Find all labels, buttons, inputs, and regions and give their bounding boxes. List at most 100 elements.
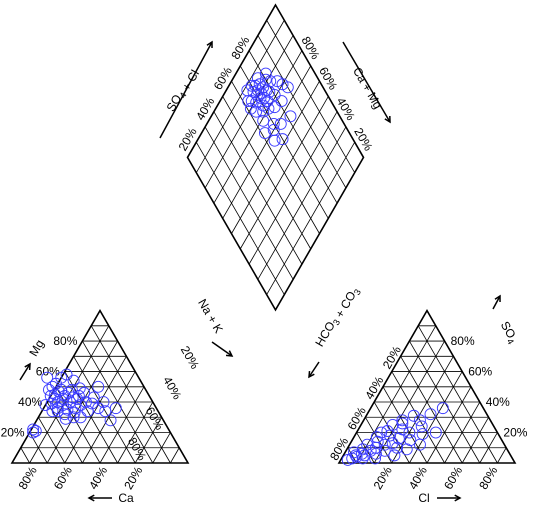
anion-point	[355, 447, 368, 460]
cation-point	[74, 411, 87, 424]
cation-point	[67, 411, 80, 424]
anion-left-axis-label: HCO3 + CO3	[312, 283, 363, 352]
anion-point	[361, 438, 374, 451]
diamond-frame	[186, 3, 365, 312]
cation-nak-tick-label: 60%	[143, 405, 167, 433]
anion-so4-tick-label: 20%	[503, 426, 527, 440]
anion-point	[378, 438, 391, 451]
cation-ca-tick-label: 80%	[16, 464, 40, 492]
axis-arrows	[19, 40, 501, 502]
cation-triangle-grid-line	[82, 340, 154, 464]
cation-mg-tick-label: 60%	[36, 365, 60, 379]
anion-point	[356, 443, 369, 456]
cation-ca-tick-label: 40%	[86, 464, 110, 492]
cation-point	[73, 382, 86, 395]
anion-cl-tick-label: 40%	[406, 464, 430, 492]
anion-point	[424, 408, 437, 421]
anion-point	[370, 431, 383, 444]
anion-point	[396, 417, 409, 430]
diamond-upper-left-tick-label: 80%	[228, 34, 252, 62]
cation-ca-tick-label: 60%	[51, 464, 75, 492]
anion-triangle-frame	[337, 308, 517, 464]
cation-right-axis-label: Na + K	[195, 296, 226, 335]
ca-arrow-head	[87, 494, 95, 502]
anion-point	[403, 426, 416, 439]
anion-point	[369, 452, 382, 465]
diamond-point	[250, 105, 263, 118]
anion-point	[370, 447, 382, 460]
anion-point	[414, 438, 426, 451]
cation-nak-tick-label: 20%	[178, 344, 202, 372]
anion-point	[400, 443, 413, 456]
anion-point	[429, 426, 442, 439]
cation-point	[44, 389, 57, 402]
cation-ca-tick-label: 20%	[121, 464, 145, 492]
cation-point	[27, 423, 40, 436]
cation-triangle-grid-line	[90, 325, 171, 464]
diamond-point	[268, 101, 281, 114]
anion-cl-tick-label: 20%	[371, 464, 395, 492]
diamond-point	[258, 127, 271, 139]
anion-point	[396, 423, 409, 436]
so4cl-arrow	[159, 41, 213, 139]
cation-point	[51, 405, 64, 418]
cation-triangle-grid-line	[46, 401, 83, 464]
hco3-arrow-head	[308, 370, 315, 379]
diamond-point	[284, 110, 297, 123]
cation-triangle-grid-line	[134, 417, 162, 464]
diamond-upper-right-tick-label: 60%	[316, 64, 340, 92]
cation-point	[104, 414, 117, 427]
cation-point	[29, 425, 42, 437]
cation-point	[27, 426, 40, 439]
diamond-upper-right-tick-label: 40%	[334, 95, 358, 123]
cation-triangle-grid-line	[38, 417, 66, 464]
anion-point	[388, 449, 401, 462]
diamond-point	[245, 79, 258, 92]
cation-point	[58, 408, 71, 421]
cation-triangle-grid-line	[73, 356, 136, 464]
diamond-upper-left-tick-label: 40%	[193, 95, 217, 123]
hco3-arrow	[308, 361, 320, 378]
cation-point	[41, 371, 54, 384]
diamond-point	[281, 81, 294, 94]
cation-triangle-grid	[10, 308, 190, 464]
so4-arrow	[492, 295, 501, 310]
diamond-upper-right-tick-label: 20%	[351, 125, 375, 153]
anion-so4-tick-label: 60%	[468, 365, 492, 379]
cation-left-axis-label: Mg	[26, 337, 46, 358]
anion-cl-tick-label: 60%	[441, 464, 465, 492]
cation-point	[71, 393, 84, 405]
cation-triangle-grid-line	[64, 356, 127, 464]
anion-triangle-grid-line	[400, 356, 463, 464]
anion-triangle-grid-line	[426, 386, 472, 464]
cation-point	[109, 402, 122, 415]
anion-point	[386, 437, 399, 450]
diamond-grid-line	[204, 126, 294, 280]
cation-mg-tick-label: 80%	[53, 334, 77, 348]
so4-arrow-head	[494, 294, 501, 303]
diamond-grid-line	[222, 96, 312, 250]
cation-point	[59, 412, 72, 425]
anion-triangle-grid-line	[373, 401, 410, 464]
diamond-point	[275, 95, 288, 107]
anion-left-axis-label-text: HCO3 + CO3	[312, 283, 363, 352]
cation-point	[87, 391, 100, 404]
diamond-upper-left-label-text: SO4 + Cl	[164, 66, 202, 116]
anion-point	[391, 441, 404, 454]
diamond-point	[245, 95, 258, 107]
cation-mg-tick-label: 40%	[18, 395, 42, 409]
anion-right-axis-label-text: SO4	[496, 319, 521, 346]
diamond-point	[241, 84, 254, 97]
anion-point	[356, 452, 369, 465]
cation-nak-tick-label: 40%	[160, 374, 184, 402]
diamond-point	[261, 95, 274, 107]
anion-triangle-grid-line	[391, 371, 445, 464]
cation-point	[46, 405, 59, 418]
diamond-grid-line	[266, 141, 356, 295]
anion-so4-tick-label: 80%	[451, 334, 475, 348]
diamond-point	[274, 117, 287, 130]
data-points	[27, 67, 449, 466]
diamond-grid-line	[257, 126, 347, 280]
anion-point	[414, 414, 426, 427]
so4cl-arrow-head	[206, 40, 213, 49]
